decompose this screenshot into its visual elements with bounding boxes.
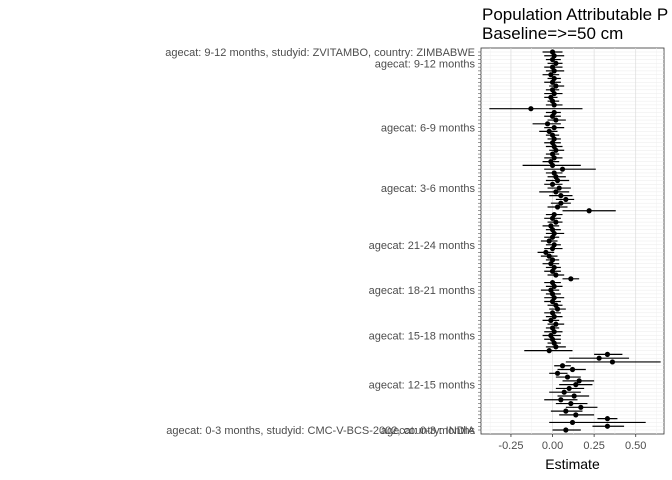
x-tick-label: -0.25 bbox=[498, 440, 523, 452]
estimate-point bbox=[553, 189, 559, 195]
estimate-point bbox=[596, 355, 602, 361]
estimate-point bbox=[554, 370, 561, 376]
y-tick-label: agecat: 3-6 months bbox=[381, 183, 476, 195]
y-tick-label: agecat: 0-3 months, studyid: CMC-V-BCS-2… bbox=[166, 425, 475, 437]
estimate-point bbox=[549, 215, 556, 221]
estimate-point bbox=[604, 416, 611, 422]
estimate-point bbox=[561, 389, 567, 395]
estimate-point bbox=[551, 68, 557, 74]
estimate-point bbox=[566, 385, 572, 392]
estimate-point bbox=[549, 234, 556, 240]
y-tick-label: agecat: 6-9 months bbox=[381, 123, 476, 135]
estimate-point bbox=[551, 102, 557, 108]
estimate-point bbox=[576, 378, 582, 384]
estimate-point bbox=[548, 72, 554, 78]
estimate-point bbox=[563, 427, 569, 433]
estimate-point bbox=[548, 317, 554, 323]
estimate-point bbox=[558, 193, 564, 199]
estimate-point bbox=[564, 374, 571, 380]
estimate-point bbox=[551, 155, 557, 161]
estimate-point bbox=[549, 162, 556, 168]
chart-title: Population Attributable P bbox=[482, 5, 669, 24]
estimate-point bbox=[549, 181, 556, 187]
estimate-point bbox=[559, 166, 566, 172]
estimate-point bbox=[558, 397, 564, 403]
estimate-point bbox=[528, 106, 534, 112]
estimate-point bbox=[551, 90, 557, 97]
estimate-point bbox=[549, 113, 556, 119]
estimate-point bbox=[544, 121, 551, 127]
estimate-point bbox=[586, 208, 592, 214]
y-axis: agecat: 9-12 months, studyid: ZVITAMBO, … bbox=[165, 47, 481, 437]
estimate-point bbox=[553, 321, 559, 327]
y-tick-label: agecat: 0-3 months bbox=[381, 425, 476, 437]
estimate-point bbox=[568, 276, 574, 282]
estimate-point bbox=[549, 79, 556, 85]
estimate-point bbox=[546, 128, 552, 134]
y-tick-label: agecat: 9-12 months bbox=[375, 58, 476, 70]
estimate-point bbox=[578, 404, 584, 410]
forest-marks bbox=[489, 49, 661, 433]
estimate-point bbox=[551, 329, 557, 335]
estimate-point bbox=[554, 306, 561, 312]
estimate-point bbox=[559, 363, 566, 369]
estimate-point bbox=[554, 204, 561, 210]
estimate-point bbox=[604, 423, 611, 429]
estimate-point bbox=[549, 298, 556, 305]
estimate-point bbox=[563, 196, 569, 203]
estimate-point bbox=[546, 348, 552, 354]
x-axis-label: Estimate bbox=[545, 456, 600, 472]
y-tick-label: agecat: 15-18 months bbox=[369, 331, 476, 343]
estimate-point bbox=[551, 125, 557, 131]
estimate-point bbox=[549, 56, 556, 63]
estimate-point bbox=[546, 253, 552, 259]
estimate-point bbox=[609, 359, 616, 365]
estimate-point bbox=[558, 200, 564, 206]
estimate-point bbox=[556, 185, 562, 191]
y-tick-label: agecat: 21-24 months bbox=[369, 240, 476, 252]
x-tick-label: 0.25 bbox=[583, 440, 604, 452]
estimate-point bbox=[553, 344, 559, 350]
estimate-point bbox=[549, 268, 556, 274]
estimate-point bbox=[551, 314, 557, 320]
estimate-point bbox=[571, 393, 577, 399]
estimate-point bbox=[604, 351, 611, 357]
y-tick-label: agecat: 9-12 months, studyid: ZVITAMBO, … bbox=[165, 47, 475, 59]
y-tick-label: agecat: 18-21 months bbox=[369, 285, 476, 297]
estimate-point bbox=[553, 272, 559, 278]
estimate-point bbox=[554, 177, 561, 184]
estimate-point bbox=[553, 83, 559, 89]
estimate-point bbox=[563, 408, 569, 414]
estimate-point bbox=[573, 382, 579, 388]
estimate-point bbox=[553, 219, 559, 225]
estimate-point bbox=[568, 400, 574, 407]
estimate-point bbox=[546, 238, 552, 244]
x-tick-label: 0.50 bbox=[625, 440, 646, 452]
estimate-point bbox=[553, 147, 559, 153]
estimate-point bbox=[551, 283, 557, 289]
chart-subtitle: Baseline=>=50 cm bbox=[482, 24, 624, 43]
y-tick-label: agecat: 12-15 months bbox=[369, 380, 476, 392]
estimate-point bbox=[569, 366, 576, 373]
estimate-point bbox=[569, 419, 576, 426]
estimate-point bbox=[549, 245, 556, 252]
x-tick-label: 0.00 bbox=[542, 440, 563, 452]
estimate-point bbox=[548, 261, 554, 267]
estimate-point bbox=[543, 249, 549, 255]
estimate-point bbox=[573, 412, 579, 418]
estimate-point bbox=[553, 117, 559, 123]
x-axis: -0.25 0.00 0.25 0.50 bbox=[498, 434, 646, 452]
estimate-point bbox=[553, 60, 559, 66]
